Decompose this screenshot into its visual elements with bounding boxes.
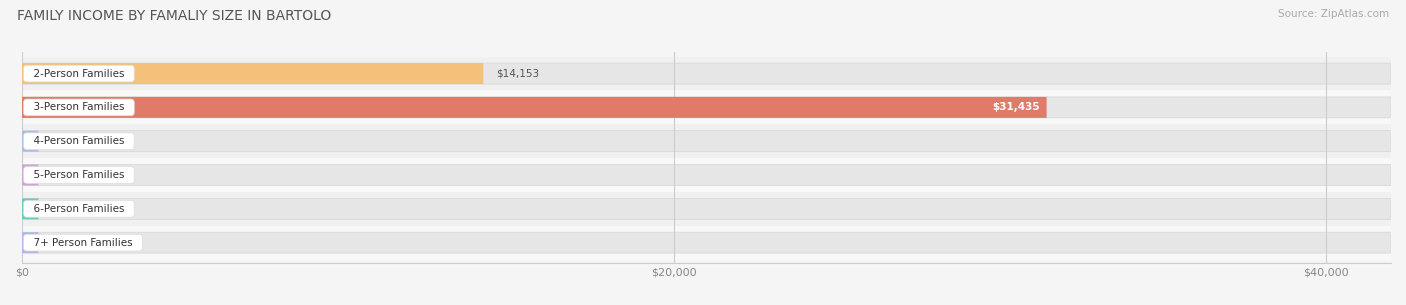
Text: 7+ Person Families: 7+ Person Families — [27, 238, 139, 248]
Bar — [15, 57, 1398, 91]
Bar — [15, 226, 1398, 260]
Bar — [15, 192, 1398, 226]
FancyBboxPatch shape — [22, 97, 1046, 118]
Text: Source: ZipAtlas.com: Source: ZipAtlas.com — [1278, 9, 1389, 19]
FancyBboxPatch shape — [22, 232, 38, 253]
Text: $0: $0 — [49, 238, 63, 248]
Text: 4-Person Families: 4-Person Families — [27, 136, 131, 146]
Text: 5-Person Families: 5-Person Families — [27, 170, 131, 180]
Bar — [15, 124, 1398, 158]
Text: 3-Person Families: 3-Person Families — [27, 102, 131, 113]
FancyBboxPatch shape — [22, 232, 1391, 253]
FancyBboxPatch shape — [22, 97, 1391, 118]
FancyBboxPatch shape — [22, 131, 38, 152]
Text: $0: $0 — [49, 136, 63, 146]
Text: 2-Person Families: 2-Person Families — [27, 69, 131, 79]
FancyBboxPatch shape — [22, 164, 38, 185]
FancyBboxPatch shape — [22, 63, 1391, 84]
Text: $14,153: $14,153 — [496, 69, 540, 79]
Bar — [15, 91, 1398, 124]
FancyBboxPatch shape — [22, 164, 1391, 185]
Text: $0: $0 — [49, 204, 63, 214]
FancyBboxPatch shape — [22, 198, 1391, 219]
Text: FAMILY INCOME BY FAMALIY SIZE IN BARTOLO: FAMILY INCOME BY FAMALIY SIZE IN BARTOLO — [17, 9, 332, 23]
Text: 6-Person Families: 6-Person Families — [27, 204, 131, 214]
FancyBboxPatch shape — [22, 198, 38, 219]
Text: $31,435: $31,435 — [993, 102, 1040, 113]
Text: $0: $0 — [49, 170, 63, 180]
FancyBboxPatch shape — [22, 63, 484, 84]
FancyBboxPatch shape — [22, 131, 1391, 152]
Bar — [15, 158, 1398, 192]
